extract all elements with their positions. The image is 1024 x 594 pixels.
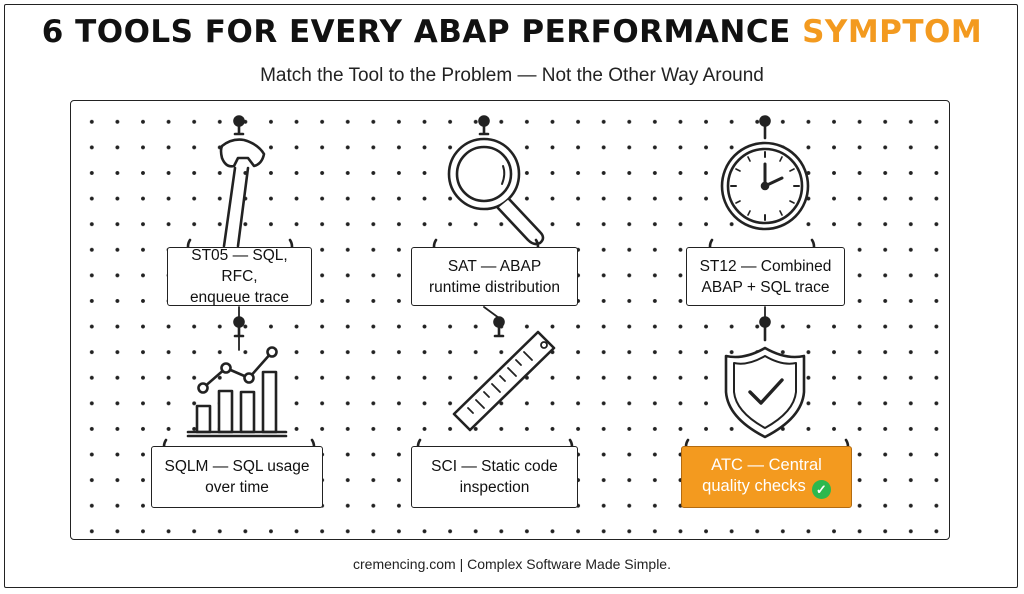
tool-card-st05: ST05 — SQL, RFC, enqueue trace (167, 247, 312, 306)
tool-card-line1: SAT — ABAP (447, 257, 542, 275)
ruler-icon (416, 316, 574, 456)
tool-card-line2: enqueue trace (189, 289, 290, 306)
tool-card-line1: ATC — Central (711, 456, 822, 474)
bar-chart-icon (162, 316, 316, 456)
tool-card-line2: runtime distribution (429, 278, 560, 296)
tool-card-line1: ST12 — Combined (699, 257, 832, 275)
page-title: 6 TOOLS FOR EVERY ABAP PERFORMANCE SYMPT… (0, 14, 1024, 50)
outer-frame (4, 4, 1018, 588)
tool-card-line2: inspection (459, 479, 530, 496)
title-main: 6 TOOLS FOR EVERY ABAP PERFORMANCE (41, 14, 791, 50)
tool-card-line1: SQLM — SQL usage (164, 458, 310, 475)
tool-card-sqlm: SQLM — SQL usage over time (151, 446, 323, 508)
tool-card-atc: ATC — Central quality checks ✓ (681, 446, 852, 508)
tool-card-st12: ST12 — Combined ABAP + SQL trace (686, 247, 845, 306)
tool-card-line2: quality checks (702, 477, 806, 495)
row-connectors (238, 306, 766, 319)
tool-card-line2: over time (205, 479, 269, 496)
clock-icon (708, 115, 816, 256)
check-circle-icon: ✓ (811, 480, 831, 499)
wrench-icon (186, 115, 294, 256)
page-subtitle: Match the Tool to the Problem — Not the … (260, 65, 764, 86)
tool-card-sat: SAT — ABAP runtime distribution (411, 247, 578, 306)
footer-tagline: cremencing.com | Complex Software Made S… (353, 556, 671, 572)
tool-card-line1: ST05 — SQL, RFC, (191, 247, 288, 285)
magnifier-icon (432, 115, 545, 256)
tool-card-line2: ABAP + SQL trace (701, 278, 830, 296)
tool-card-sci: SCI — Static code inspection (411, 446, 578, 508)
tool-card-line1: SCI — Static code (431, 458, 558, 475)
shield-check-icon (684, 316, 850, 456)
title-accent: SYMPTOM (802, 14, 983, 50)
